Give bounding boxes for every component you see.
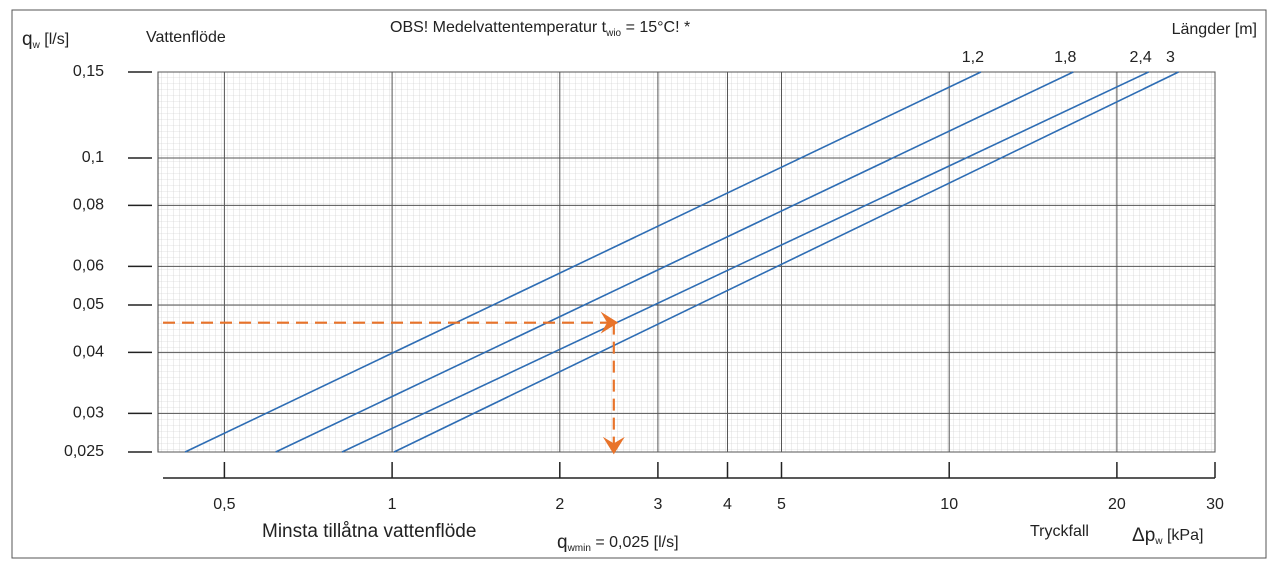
series-line <box>275 71 1074 453</box>
y-tick-label: 0,05 <box>73 296 104 313</box>
x-unit: Δpw [kPa] <box>1132 525 1203 547</box>
series-caption: Längder [m] <box>1172 21 1257 38</box>
x-caption: Minsta tillåtna vattenflöde <box>262 521 476 542</box>
series-line <box>184 71 982 453</box>
y-tick-label: 0,03 <box>73 405 104 422</box>
series-label: 1,8 <box>1054 49 1076 66</box>
x-label: Tryckfall <box>1030 523 1089 540</box>
x-tick-label: 5 <box>777 496 786 513</box>
x-tick-label: 1 <box>388 496 397 513</box>
series-label: 3 <box>1166 49 1175 66</box>
series-line <box>341 71 1149 453</box>
x-tick-label: 10 <box>940 496 958 513</box>
chart-title: OBS! Medelvattentemperatur twio = 15°C! … <box>390 19 690 38</box>
y-tick-label: 0,06 <box>73 258 104 275</box>
frame <box>11 9 1267 559</box>
series-label: 2,4 <box>1129 49 1151 66</box>
x-tick-label: 2 <box>555 496 564 513</box>
x-tick-label: 3 <box>653 496 662 513</box>
plot-area <box>157 71 1216 453</box>
series-line <box>393 71 1179 453</box>
y-caption: Vattenflöde <box>146 29 226 46</box>
y-label: qw [l/s] <box>22 29 69 51</box>
y-tick-label: 0,025 <box>64 443 104 460</box>
x-tick-label: 20 <box>1108 496 1126 513</box>
x-tick-label: 30 <box>1206 496 1224 513</box>
y-tick-label: 0,08 <box>73 197 104 214</box>
y-tick-label: 0,04 <box>73 344 104 361</box>
y-tick-label: 0,1 <box>82 149 104 166</box>
x-tick-label: 0,5 <box>213 496 235 513</box>
series-label: 1,2 <box>962 49 984 66</box>
annotation: qwmin = 0,025 [l/s] <box>557 532 679 554</box>
y-tick-label: 0,15 <box>73 63 104 80</box>
x-tick-label: 4 <box>723 496 732 513</box>
